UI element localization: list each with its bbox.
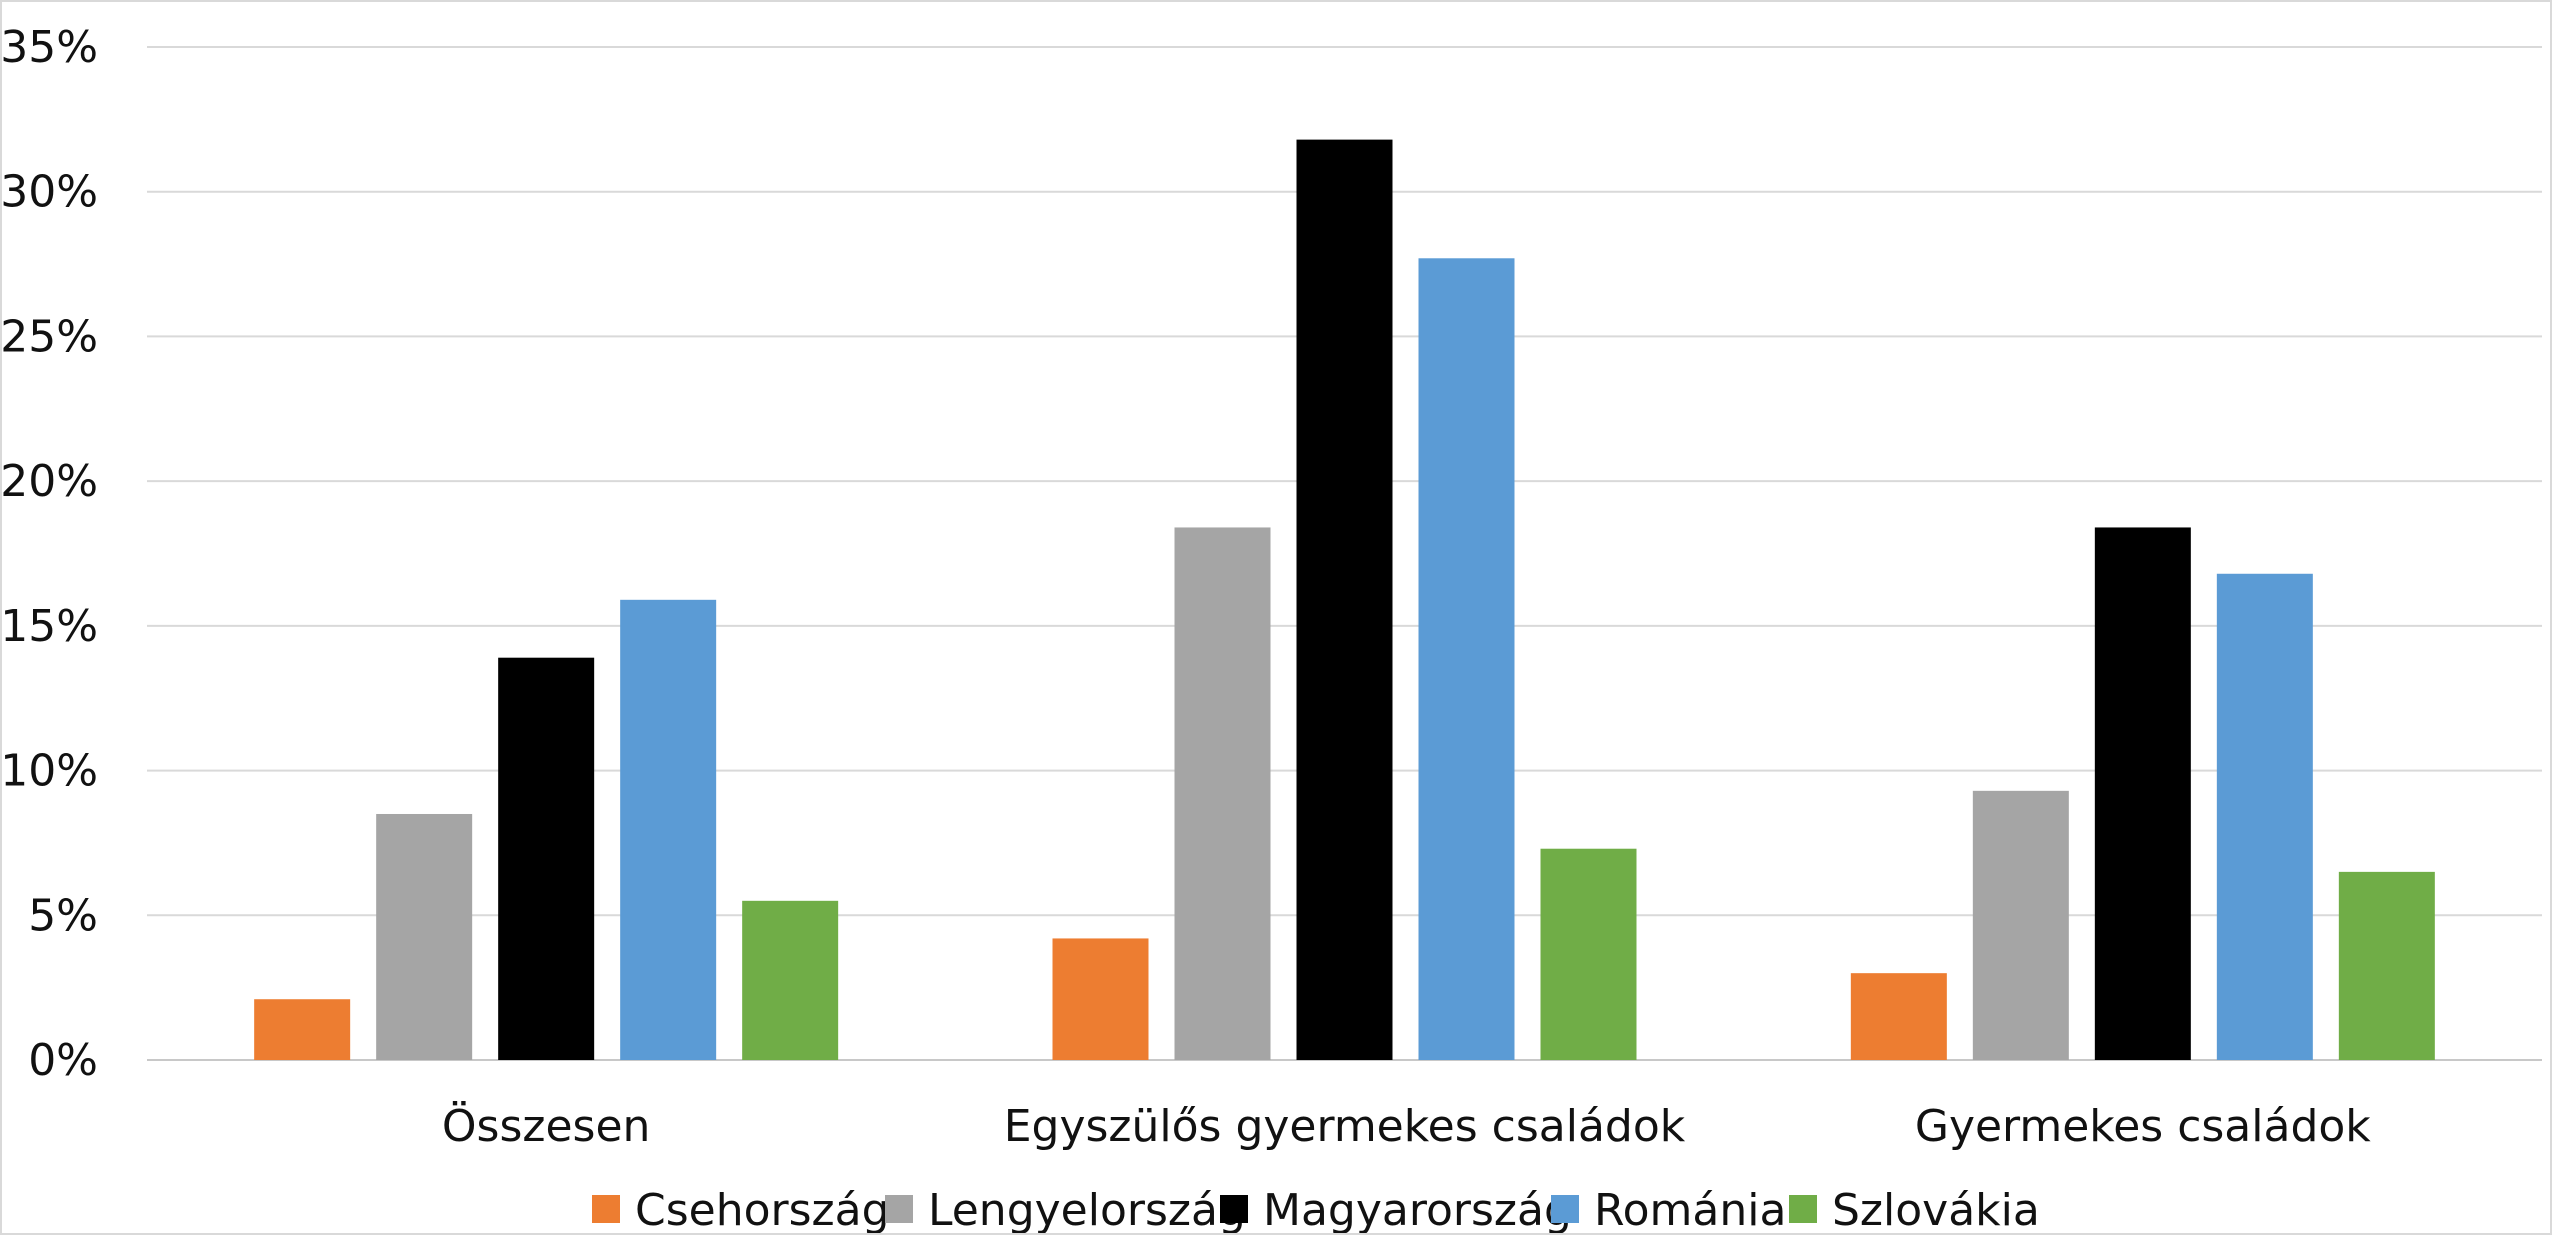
- x-category-label: Gyermekes családok: [1915, 1101, 2371, 1152]
- bar-Csehország-2: [1850, 973, 1947, 1060]
- y-tick-label: 25%: [2, 311, 98, 362]
- bar-Csehország-0: [254, 999, 351, 1060]
- y-tick-label: 30%: [2, 167, 98, 218]
- y-tick-label: 35%: [2, 22, 98, 73]
- y-tick-label: 0%: [28, 1035, 98, 1086]
- bar-Románia-0: [620, 599, 717, 1060]
- legend-label: Szlovákia: [1832, 1185, 2040, 1233]
- bars: [254, 139, 2435, 1061]
- bar-Szlovákia-0: [742, 900, 839, 1060]
- legend-swatch: [1220, 1195, 1248, 1223]
- y-axis-ticks: 0% 5% 10% 15% 20% 25% 30% 35%: [0, 22, 98, 1086]
- x-category-label: Összesen: [442, 1100, 651, 1152]
- bar-Lengyelország-1: [1174, 527, 1271, 1060]
- bar-Magyarország-2: [2094, 527, 2191, 1060]
- x-axis-categories: Összesen Egyszülős gyermekes családok Gyer…: [442, 1100, 2371, 1152]
- y-tick-label: 10%: [2, 746, 98, 797]
- bar-Lengyelország-2: [1972, 790, 2069, 1060]
- legend-label: Lengyelország: [928, 1185, 1246, 1233]
- y-tick-label: 20%: [2, 456, 98, 507]
- bar-Magyarország-1: [1296, 139, 1393, 1061]
- bar-Magyarország-0: [498, 657, 595, 1060]
- legend-label: Magyarország: [1263, 1185, 1572, 1233]
- y-tick-label: 15%: [2, 601, 98, 652]
- legend-label: Csehország: [635, 1185, 890, 1233]
- bar-Lengyelország-0: [376, 813, 473, 1060]
- bar-Románia-1: [1418, 258, 1515, 1061]
- legend-swatch: [885, 1195, 913, 1223]
- legend-swatch: [1789, 1195, 1817, 1223]
- legend: Csehország Lengyelország Magyarország Román…: [592, 1185, 2040, 1236]
- legend-swatch: [1551, 1195, 1579, 1223]
- bar-Szlovákia-2: [2338, 871, 2435, 1060]
- legend-label: Románia: [1594, 1185, 1786, 1233]
- x-category-label: Egyszülős gyermekes családok: [1004, 1101, 1686, 1152]
- bar-Szlovákia-1: [1540, 848, 1637, 1060]
- bar-Románia-2: [2216, 573, 2313, 1060]
- bar-Csehország-1: [1052, 938, 1149, 1060]
- legend-swatch: [592, 1195, 620, 1223]
- y-tick-label: 5%: [28, 890, 98, 941]
